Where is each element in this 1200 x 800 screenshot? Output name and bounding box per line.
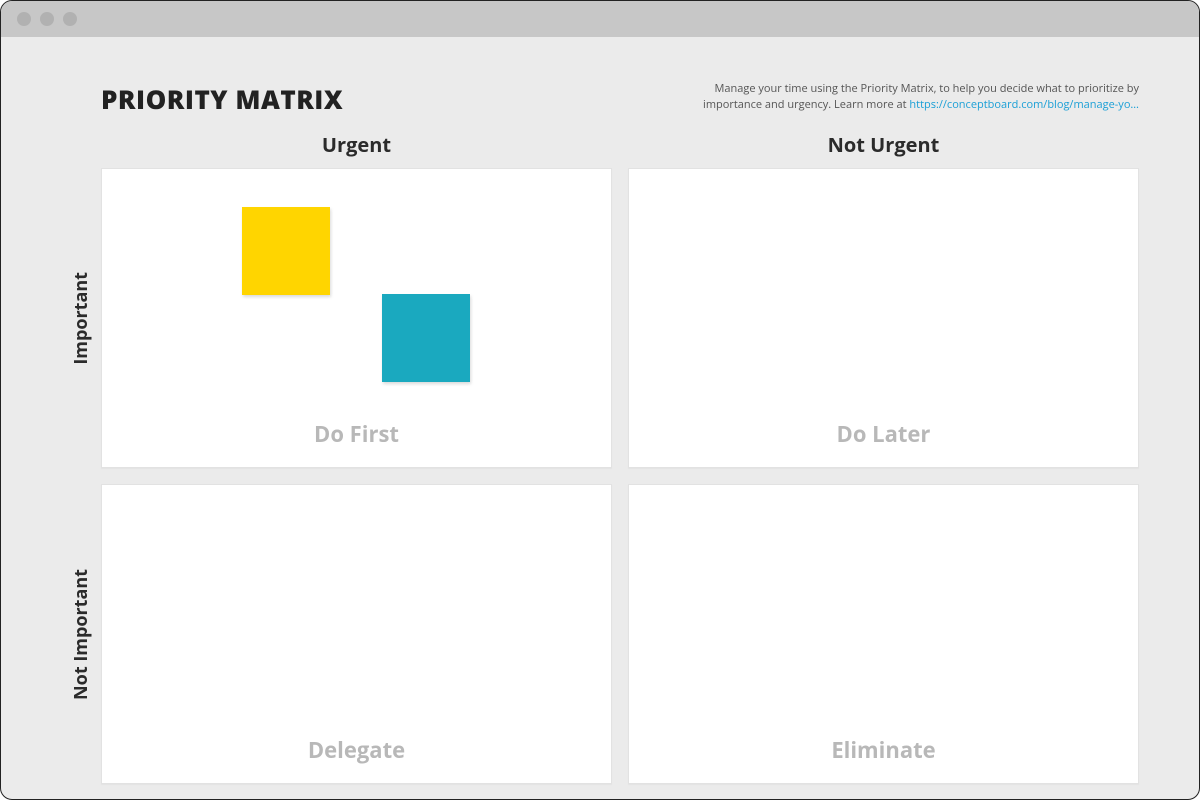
matrix-grid: Do First Do Later Delegate Eliminate (101, 168, 1139, 784)
page-title: PRIORITY MATRIX (101, 81, 343, 117)
rows-wrap: Important Not Important Do First Do Late… (61, 168, 1139, 784)
column-headers: Urgent Not Urgent (101, 131, 1139, 158)
quadrant-do-later[interactable]: Do Later (628, 168, 1139, 468)
traffic-light-close-icon[interactable] (17, 12, 31, 26)
quadrant-label: Do Later (837, 419, 931, 449)
row-labels: Important Not Important (61, 168, 101, 784)
quadrant-label: Delegate (308, 735, 405, 765)
header-row: PRIORITY MATRIX Manage your time using t… (61, 81, 1139, 117)
traffic-light-zoom-icon[interactable] (63, 12, 77, 26)
learn-more-link[interactable]: https://conceptboard.com/blog/manage-yo… (909, 97, 1139, 112)
column-header-not-urgent: Not Urgent (628, 131, 1139, 158)
traffic-light-minimize-icon[interactable] (40, 12, 54, 26)
priority-matrix: Urgent Not Urgent Important Not Importan… (61, 131, 1139, 784)
sticky-note[interactable] (382, 294, 470, 382)
browser-frame: PRIORITY MATRIX Manage your time using t… (0, 0, 1200, 800)
browser-titlebar (1, 1, 1199, 37)
sticky-note[interactable] (242, 207, 330, 295)
row-label-not-important: Not Important (61, 484, 101, 784)
quadrant-do-first[interactable]: Do First (101, 168, 612, 468)
quadrant-label: Do First (314, 419, 399, 449)
column-header-urgent: Urgent (101, 131, 612, 158)
canvas-content[interactable]: PRIORITY MATRIX Manage your time using t… (1, 37, 1199, 799)
row-label-important: Important (61, 168, 101, 468)
quadrant-label: Eliminate (831, 735, 935, 765)
quadrant-eliminate[interactable]: Eliminate (628, 484, 1139, 784)
page-description: Manage your time using the Priority Matr… (699, 81, 1139, 113)
quadrant-delegate[interactable]: Delegate (101, 484, 612, 784)
